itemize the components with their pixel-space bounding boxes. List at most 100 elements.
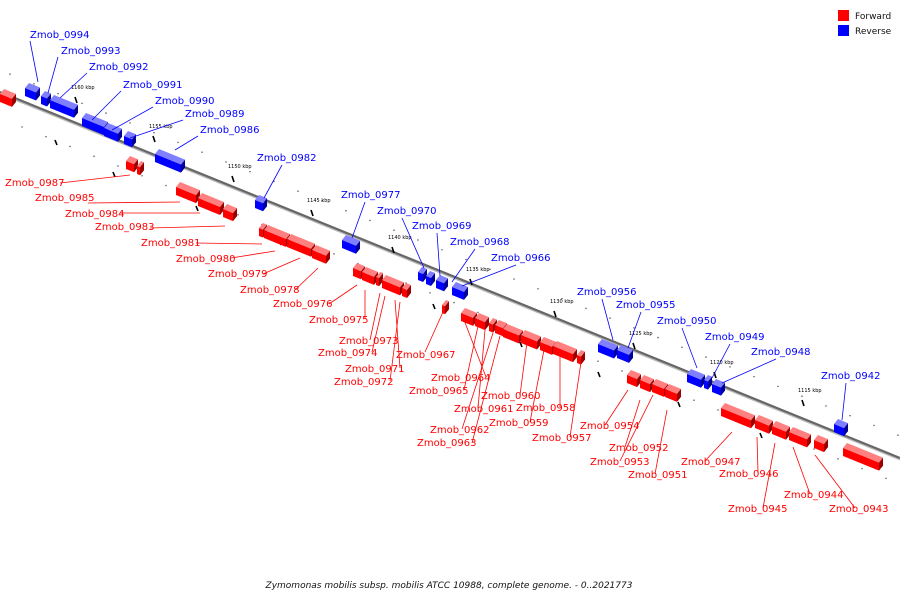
gene-label[interactable]: Zmob_0945 (728, 504, 788, 515)
reverse-gene-label[interactable]: Zmob_0982 (257, 153, 317, 199)
gene-label[interactable]: Zmob_0967 (396, 350, 456, 361)
reverse-gene-label[interactable]: Zmob_0955 (616, 300, 676, 349)
reverse-gene-label[interactable]: Zmob_0942 (821, 371, 881, 421)
gene-label[interactable]: Zmob_0954 (580, 421, 640, 432)
gene-label[interactable]: Zmob_0942 (821, 371, 881, 382)
gene-label[interactable]: Zmob_0944 (784, 490, 844, 501)
forward-gene-label[interactable]: Zmob_0959 (489, 349, 549, 429)
gene-label[interactable]: Zmob_0946 (719, 469, 779, 480)
gene-label[interactable]: Zmob_0959 (489, 418, 549, 429)
forward-gene-label[interactable]: Zmob_0976 (273, 284, 358, 310)
forward-gene-label[interactable]: Zmob_0958 (516, 355, 576, 414)
gene-label[interactable]: Zmob_0951 (628, 470, 688, 481)
gene-label[interactable]: Zmob_0993 (61, 46, 121, 57)
gene-label[interactable]: Zmob_0979 (208, 269, 268, 280)
gene-label[interactable]: Zmob_0968 (450, 237, 510, 248)
gene-label[interactable]: Zmob_0976 (273, 299, 333, 310)
reverse-gene-label[interactable]: Zmob_0956 (577, 287, 637, 341)
forward-gene-label[interactable]: Zmob_0985 (35, 193, 181, 204)
gene-label[interactable]: Zmob_0983 (95, 222, 155, 233)
gene-label[interactable]: Zmob_0975 (309, 315, 369, 326)
forward-gene-label[interactable]: Zmob_0965 (409, 325, 479, 397)
forward-gene-label[interactable]: Zmob_0953 (590, 394, 654, 468)
gene-label[interactable]: Zmob_0978 (240, 285, 300, 296)
gene-label[interactable]: Zmob_0989 (185, 109, 245, 120)
gene-label[interactable]: Zmob_0986 (200, 125, 260, 136)
reverse-gene-label[interactable]: Zmob_0989 (129, 109, 245, 139)
gene-label[interactable]: Zmob_0982 (257, 153, 317, 164)
forward-gene-label[interactable]: Zmob_0964 (431, 319, 491, 384)
gene-label[interactable]: Zmob_0943 (829, 504, 889, 515)
forward-gene-label[interactable]: Zmob_0974 (318, 295, 386, 359)
forward-gene-label[interactable]: Zmob_0951 (628, 409, 688, 481)
gene-label[interactable]: Zmob_0971 (345, 364, 405, 375)
forward-gene-label[interactable]: Zmob_0978 (240, 267, 319, 296)
forward-gene-label[interactable]: Zmob_0971 (345, 299, 405, 375)
reverse-gene-label[interactable]: Zmob_0949 (705, 332, 765, 379)
gene-labels[interactable]: Zmob_0994 Zmob_0993 Zmob_0992 Zmob_0991 Zmob… (5, 30, 889, 515)
gene-label[interactable]: Zmob_0952 (609, 443, 669, 454)
reverse-gene-label[interactable]: Zmob_0991 (91, 80, 183, 121)
forward-gene-label[interactable]: Zmob_0962 (430, 332, 494, 436)
gene-label[interactable]: Zmob_0994 (30, 30, 90, 41)
forward-gene-label[interactable]: Zmob_0984 (65, 209, 200, 220)
gene-label[interactable]: Zmob_0965 (409, 386, 469, 397)
gene-label[interactable]: Zmob_0969 (412, 221, 472, 232)
forward-gene-label[interactable]: Zmob_0973 (339, 292, 399, 347)
gene-label[interactable]: Zmob_0990 (155, 96, 215, 107)
forward-gene-label[interactable]: Zmob_0963 (417, 335, 501, 449)
gene-label[interactable]: Zmob_0972 (334, 377, 394, 388)
gene-label[interactable]: Zmob_0973 (339, 336, 399, 347)
gene-label[interactable]: Zmob_0963 (417, 438, 477, 449)
gene-label[interactable]: Zmob_0980 (176, 254, 236, 265)
gene-label[interactable]: Zmob_0991 (123, 80, 183, 91)
gene-label[interactable]: Zmob_0985 (35, 193, 95, 204)
gene-label[interactable]: Zmob_0948 (751, 347, 811, 358)
forward-gene-label[interactable]: Zmob_0954 (580, 389, 640, 432)
forward-gene-label[interactable]: Zmob_0960 (481, 341, 541, 402)
gene-label[interactable]: Zmob_0957 (532, 433, 592, 444)
gene-label[interactable]: Zmob_0955 (616, 300, 676, 311)
reverse-gene-label[interactable]: Zmob_0969 (412, 221, 472, 277)
reverse-gene-label[interactable]: Zmob_0992 (59, 62, 149, 99)
forward-gene-label[interactable]: Zmob_0943 (814, 454, 889, 515)
forward-gene-label[interactable]: Zmob_0957 (532, 361, 592, 444)
reverse-gene-label[interactable]: Zmob_0968 (450, 237, 510, 283)
reverse-gene-label[interactable]: Zmob_0950 (657, 316, 717, 369)
reverse-gene-label[interactable]: Zmob_0990 (111, 96, 215, 131)
reverse-gene-label[interactable]: Zmob_0970 (377, 206, 437, 269)
gene-label[interactable]: Zmob_0992 (89, 62, 149, 73)
forward-gene-label[interactable]: Zmob_0975 (309, 290, 369, 326)
gene-label[interactable]: Zmob_0974 (318, 348, 378, 359)
forward-gene-label[interactable]: Zmob_0947 (681, 431, 741, 468)
gene-label[interactable]: Zmob_0984 (65, 209, 125, 220)
gene-label[interactable]: Zmob_0960 (481, 391, 541, 402)
gene-label[interactable]: Zmob_0956 (577, 287, 637, 298)
forward-gene-label[interactable]: Zmob_0944 (784, 446, 844, 501)
gene-label[interactable]: Zmob_0981 (141, 238, 201, 249)
gene-label[interactable]: Zmob_0947 (681, 457, 741, 468)
reverse-gene-label[interactable]: Zmob_0993 (47, 46, 121, 94)
forward-gene-label[interactable]: Zmob_0981 (141, 238, 263, 249)
gene-label[interactable]: Zmob_0949 (705, 332, 765, 343)
gene-label[interactable]: Zmob_0962 (430, 425, 490, 436)
forward-gene-label[interactable]: Zmob_0967 (396, 311, 456, 361)
forward-gene-label[interactable]: Zmob_0987 (5, 174, 131, 189)
forward-gene-label[interactable]: Zmob_0979 (208, 257, 301, 280)
gene-label[interactable]: Zmob_0966 (491, 253, 551, 264)
forward-gene-label[interactable]: Zmob_0972 (334, 301, 401, 388)
reverse-gene-label[interactable]: Zmob_0986 (174, 125, 260, 151)
reverse-gene-label[interactable]: Zmob_0994 (29, 30, 90, 83)
gene-label[interactable]: Zmob_0987 (5, 178, 65, 189)
forward-gene-label[interactable]: Zmob_0980 (176, 250, 276, 265)
forward-gene-label[interactable]: Zmob_0945 (728, 442, 788, 515)
gene-label[interactable]: Zmob_0950 (657, 316, 717, 327)
gene-label[interactable]: Zmob_0977 (341, 190, 401, 201)
forward-gene-label[interactable]: Zmob_0952 (609, 399, 669, 454)
forward-gene-label[interactable]: Zmob_0946 (719, 436, 779, 480)
reverse-gene-label[interactable]: Zmob_0966 (461, 253, 551, 287)
gene-label[interactable]: Zmob_0953 (590, 457, 650, 468)
gene-label[interactable]: Zmob_0970 (377, 206, 437, 217)
gene-label[interactable]: Zmob_0961 (454, 404, 514, 415)
gene-label[interactable]: Zmob_0964 (431, 373, 491, 384)
